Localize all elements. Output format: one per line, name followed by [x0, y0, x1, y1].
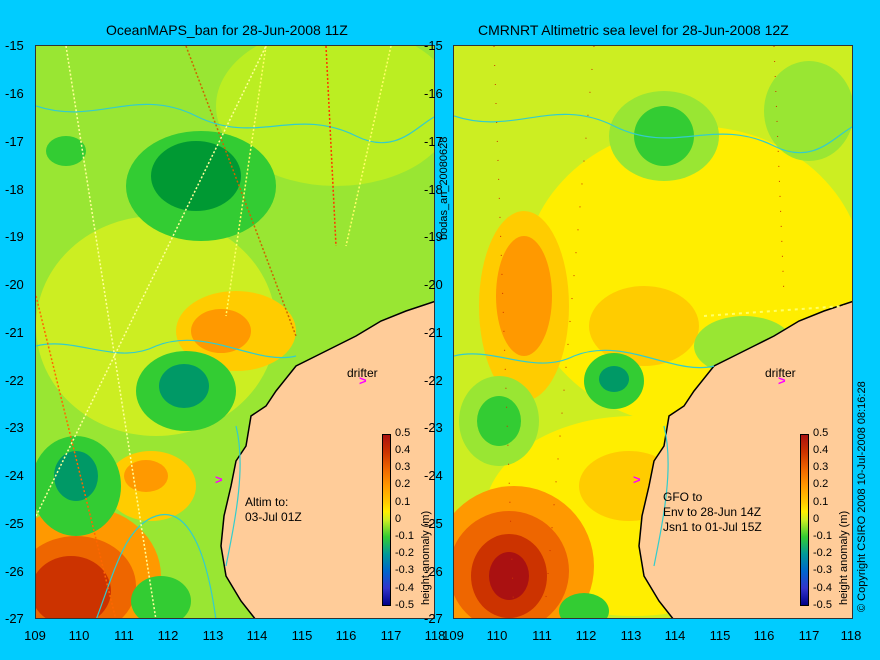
- colorbar-tick: -0.2: [813, 547, 832, 559]
- y-tick: -15: [424, 38, 443, 53]
- y-tick: -22: [424, 373, 443, 388]
- colorbar-tick: 0.2: [813, 478, 829, 490]
- left-panel-title: OceanMAPS_ban for 28-Jun-2008 11Z: [106, 22, 348, 38]
- right-map-graphic: [454, 46, 852, 618]
- x-tick: 115: [291, 628, 313, 643]
- right-colorbar: [800, 434, 809, 606]
- y-tick: -18: [424, 182, 443, 197]
- colorbar-tick: 0.5: [395, 427, 411, 439]
- y-tick: -27: [424, 611, 443, 626]
- x-tick: 110: [486, 628, 508, 643]
- y-tick: -19: [424, 229, 443, 244]
- x-tick: 111: [532, 628, 552, 643]
- left-drifter-label: drifter: [347, 366, 378, 380]
- x-tick: 118: [840, 628, 862, 643]
- x-tick: 110: [68, 628, 90, 643]
- colorbar-tick: 0.4: [395, 444, 411, 456]
- x-tick: 116: [753, 628, 775, 643]
- left-colorbar: [382, 434, 391, 606]
- y-tick: -17: [424, 134, 443, 149]
- y-tick: -16: [424, 86, 443, 101]
- x-tick: 112: [575, 628, 597, 643]
- right-altimetry-note: GFO to Env to 28-Jun 14Z Jsn1 to 01-Jul …: [663, 490, 762, 534]
- colorbar-tick: -0.1: [395, 530, 414, 542]
- colorbar-tick: 0.3: [813, 461, 829, 473]
- left-altimetry-note: Altim to: 03-Jul 01Z: [245, 495, 302, 524]
- right-colorbar-label: height anomaly (m): [838, 510, 850, 605]
- x-tick: 109: [24, 628, 46, 643]
- colorbar-tick: -0.5: [813, 599, 832, 611]
- left-map-panel[interactable]: [35, 45, 435, 619]
- x-tick: 112: [157, 628, 179, 643]
- colorbar-tick: 0: [395, 513, 402, 525]
- y-tick: -19: [5, 229, 24, 244]
- x-tick: 111: [114, 628, 134, 643]
- y-tick: -23: [424, 420, 443, 435]
- y-tick: -25: [424, 516, 443, 531]
- y-tick: -20: [424, 277, 443, 292]
- y-tick: -16: [5, 86, 24, 101]
- y-tick: -22: [5, 373, 24, 388]
- y-tick: -21: [424, 325, 443, 340]
- left-drifter-track-icon[interactable]: >: [215, 472, 223, 487]
- colorbar-tick: 0: [813, 513, 820, 525]
- colorbar-tick: 0.1: [813, 496, 829, 508]
- colorbar-tick: -0.4: [395, 582, 414, 594]
- colorbar-tick: 0.4: [813, 444, 829, 456]
- y-tick: -18: [5, 182, 24, 197]
- y-tick: -15: [5, 38, 24, 53]
- right-drifter-marker-icon[interactable]: >: [778, 373, 786, 388]
- y-tick: -26: [424, 564, 443, 579]
- colorbar-tick: 0.3: [395, 461, 411, 473]
- x-tick: 115: [709, 628, 731, 643]
- colorbar-tick: -0.1: [813, 530, 832, 542]
- y-tick: -21: [5, 325, 24, 340]
- x-tick: 116: [335, 628, 357, 643]
- x-tick: 109: [442, 628, 464, 643]
- left-map-graphic: [36, 46, 434, 618]
- y-tick: -23: [5, 420, 24, 435]
- y-tick: -17: [5, 134, 24, 149]
- colorbar-tick: -0.5: [395, 599, 414, 611]
- y-tick: -27: [5, 611, 24, 626]
- run-id-label: bodas_an_20080628: [438, 136, 450, 240]
- right-drifter-track-icon[interactable]: >: [633, 472, 641, 487]
- x-tick: 113: [620, 628, 642, 643]
- colorbar-tick: 0.2: [395, 478, 411, 490]
- right-drifter-label: drifter: [765, 366, 796, 380]
- colorbar-tick: -0.4: [813, 582, 832, 594]
- y-tick: -26: [5, 564, 24, 579]
- left-colorbar-label: height anomaly (m): [420, 510, 432, 605]
- x-tick: 113: [202, 628, 224, 643]
- right-map-panel[interactable]: [453, 45, 853, 619]
- colorbar-tick: -0.3: [813, 564, 832, 576]
- colorbar-tick: -0.3: [395, 564, 414, 576]
- y-tick: -24: [5, 468, 24, 483]
- colorbar-tick: 0.5: [813, 427, 829, 439]
- left-drifter-marker-icon[interactable]: >: [359, 373, 367, 388]
- y-tick: -25: [5, 516, 24, 531]
- right-panel-title: CMRNRT Altimetric sea level for 28-Jun-2…: [478, 22, 789, 38]
- x-tick: 114: [246, 628, 268, 643]
- colorbar-tick: 0.1: [395, 496, 411, 508]
- copyright-label: © Copyright CSIRO 2008 10-Jul-2008 08:16…: [856, 381, 868, 612]
- colorbar-tick: -0.2: [395, 547, 414, 559]
- y-tick: -24: [424, 468, 443, 483]
- x-tick: 118: [424, 628, 446, 643]
- x-tick: 114: [664, 628, 686, 643]
- x-tick: 117: [380, 628, 402, 643]
- y-tick: -20: [5, 277, 24, 292]
- x-tick: 117: [798, 628, 820, 643]
